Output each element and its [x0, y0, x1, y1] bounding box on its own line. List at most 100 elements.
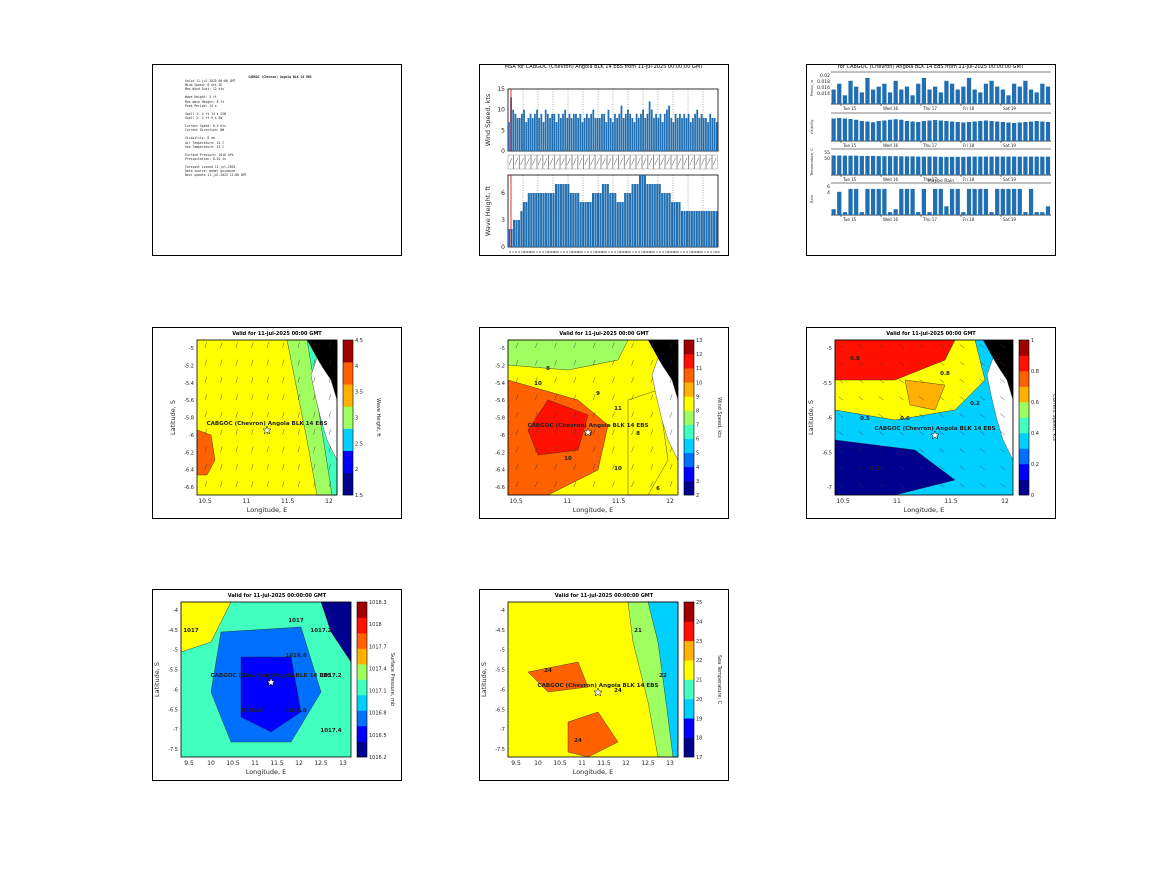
colorbar-label: Wave Height, ft: [375, 398, 381, 437]
bar: [594, 193, 597, 247]
vector-arrow-icon: [939, 344, 945, 349]
colorbar-tick-label: 1017.1: [369, 689, 387, 695]
vector-arrow-icon: [612, 429, 615, 435]
bar: [694, 113, 696, 151]
bar: [525, 122, 528, 151]
vector-arrow-icon: [898, 413, 904, 418]
contour-label: 10: [614, 466, 622, 472]
contour-label: 1016.6: [285, 653, 306, 659]
bar: [887, 156, 893, 175]
x-tick-label: Wed 16: [883, 143, 899, 148]
bar: [921, 156, 926, 175]
y-tick-label: -6.5: [168, 707, 178, 713]
x-tick-label: 11.5: [944, 498, 958, 505]
map-title: Valid for 11-jul-2025 00:00 GMT: [886, 331, 976, 337]
wind-direction-cell: [525, 154, 531, 170]
vector-arrow-icon: [898, 378, 904, 383]
bar: [532, 193, 535, 247]
x-tick-label: 0: [533, 250, 535, 254]
summary-line: Sea Temperature: 23 C: [185, 144, 225, 149]
vector-arrow-icon: [939, 465, 945, 470]
colorbar-tick-label: 18: [696, 736, 702, 742]
x-tick-label: 3: [536, 250, 538, 254]
vector-arrow-icon: [959, 413, 965, 418]
y-tick-label: -5.6: [495, 398, 505, 404]
colorbar-band: [343, 450, 353, 474]
bar: [553, 113, 556, 151]
bar: [531, 117, 534, 151]
site-label: CABGOC (Chevron) Angola BLK 14 EBS: [210, 673, 331, 679]
bar: [882, 120, 887, 141]
colorbar-band: [684, 382, 694, 397]
y-tick-label: -6: [500, 687, 505, 693]
x-tick-label: 6: [659, 250, 661, 254]
x-tick-label: 0: [581, 250, 583, 254]
x-tick-label: 18: [599, 250, 603, 254]
y-tick-label: 4: [827, 190, 830, 196]
wind-direction-cell: [595, 154, 601, 170]
vector-arrow-icon: [919, 431, 925, 436]
colorbar-band: [1019, 355, 1029, 372]
vector-arrow-icon: [554, 342, 557, 349]
x-tick-label: 12: [713, 250, 717, 254]
y-tick-label: -5.4: [495, 381, 505, 387]
bar: [882, 156, 887, 175]
bar: [848, 155, 853, 175]
colorbar-tick-label: 1016.5: [369, 733, 387, 739]
wind-direction-cell: [706, 154, 712, 170]
vector-arrow-icon: [838, 396, 844, 401]
bar: [899, 119, 904, 141]
colorbar-tick-label: 12: [696, 352, 702, 358]
x-tick-label: 9: [614, 250, 616, 254]
y-tick-label: 0: [501, 148, 505, 155]
vector-arrow-icon: [554, 481, 557, 488]
bar: [614, 113, 616, 151]
bar: [837, 155, 842, 175]
map-title: Valid for 11-jul-2025 00:00:00 GMT: [554, 593, 654, 599]
vector-arrow-icon: [612, 377, 615, 383]
bar: [1023, 156, 1028, 175]
bar: [562, 184, 565, 247]
colorbar-band: [1019, 371, 1029, 387]
bar: [631, 117, 634, 151]
y-tick-label: -5: [173, 648, 178, 654]
vector-arrow-icon: [328, 342, 331, 349]
wind-barb-icon: [602, 157, 606, 166]
x-tick-label: 3: [608, 250, 610, 254]
bar: [687, 113, 690, 151]
x-axis-label: Longitude, E: [247, 506, 288, 514]
map-frame: [507, 339, 679, 496]
bar: [702, 117, 705, 151]
wind-barb-icon: [607, 157, 612, 166]
wind-barb-icon: [596, 157, 600, 166]
y-axis-label: Temperature, C: [810, 148, 814, 177]
wind-barb-icon: [654, 157, 659, 166]
contour-label: 1017.2: [310, 628, 331, 634]
x-tick-label: 9: [686, 250, 688, 254]
bar: [983, 120, 989, 141]
colorbar-band: [343, 340, 353, 363]
bar: [673, 202, 676, 247]
bar: [527, 193, 530, 247]
bar: [876, 121, 881, 141]
x-tick-label: Fri 18: [963, 177, 975, 182]
bar: [523, 109, 525, 151]
vector-arrow-icon: [313, 463, 316, 470]
vector-arrow-icon: [878, 413, 884, 418]
bar: [650, 109, 653, 151]
wind-barb-icon: [613, 157, 618, 166]
vector-arrow-icon: [979, 483, 985, 488]
bar: [933, 120, 938, 141]
vector-arrow-icon: [631, 429, 634, 435]
colorbar-band: [357, 602, 367, 618]
summary-line: Valid 11-jul-2025 00:00 GMT: [185, 79, 236, 84]
colorbar-tick-label: 19: [696, 716, 702, 722]
colorbar-band: [357, 617, 367, 634]
y-tick-label: -6: [189, 433, 194, 439]
vector-arrow-icon: [919, 448, 925, 453]
bar: [870, 155, 876, 175]
bar: [1017, 86, 1022, 104]
x-tick-label: Thu 17: [922, 106, 937, 111]
bar: [859, 92, 864, 104]
x-tick-label: 15: [596, 250, 600, 254]
